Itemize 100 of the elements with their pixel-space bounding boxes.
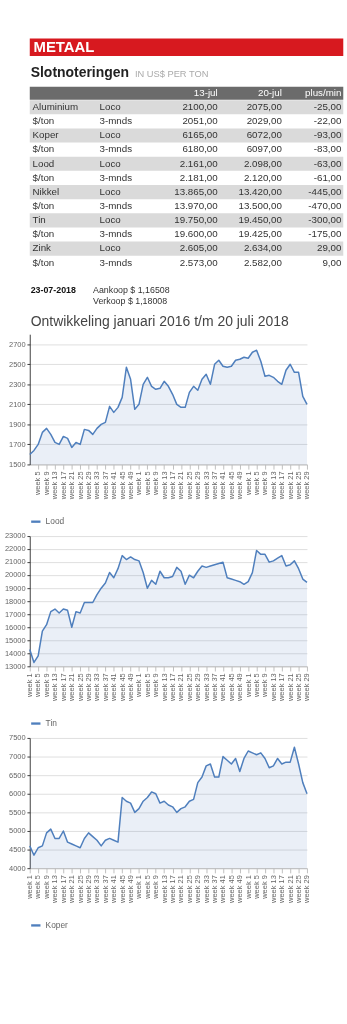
y-tick-label: 6000 bbox=[9, 789, 26, 799]
x-tick-label: week 21 bbox=[67, 673, 77, 703]
x-tick-label: week 5 bbox=[33, 471, 43, 497]
x-tick-label: week 33 bbox=[92, 875, 102, 904]
text: 13.500,00 bbox=[238, 200, 283, 211]
y-tick-label: 15000 bbox=[4, 635, 26, 645]
y-tick-label: 6500 bbox=[9, 770, 26, 780]
text: 13-jul bbox=[193, 87, 218, 99]
x-tick-label: week 45 bbox=[117, 875, 127, 904]
y-tick-label: 2500 bbox=[9, 359, 26, 369]
x-tick-label: week 5 bbox=[251, 673, 261, 698]
x-tick-label: week 1 bbox=[134, 673, 144, 698]
x-tick-label: week 17 bbox=[167, 471, 177, 501]
y-tick-label: 20000 bbox=[4, 570, 26, 580]
text: 3-mnds bbox=[99, 143, 133, 155]
y-tick-label: 23000 bbox=[4, 531, 26, 541]
text: 2.573,00 bbox=[179, 256, 219, 268]
x-tick-label: week 25 bbox=[293, 875, 303, 904]
x-tick-label: week 1 bbox=[25, 875, 35, 900]
y-tick-label: 14000 bbox=[4, 648, 26, 658]
x-tick-label: week 5 bbox=[251, 471, 261, 497]
text: Ontwikkeling januari 2016 t/m 20 juli 2018 bbox=[30, 312, 289, 329]
y-tick-label: 5000 bbox=[9, 826, 26, 836]
text: 2.181,00 bbox=[179, 171, 219, 183]
x-tick-label: week 29 bbox=[302, 875, 312, 904]
x-tick-label: week 9 bbox=[151, 875, 161, 900]
x-tick-label: week 41 bbox=[109, 875, 119, 904]
x-tick-label: week 21 bbox=[176, 673, 186, 703]
text: 3-mnds bbox=[99, 256, 133, 268]
text: 2.605,00 bbox=[179, 242, 219, 254]
x-tick-label: week 45 bbox=[226, 673, 236, 703]
text: $/ton bbox=[32, 171, 55, 183]
x-tick-label: week 37 bbox=[100, 875, 110, 904]
text: plus/min bbox=[305, 87, 342, 99]
x-tick-label: week 21 bbox=[67, 875, 77, 904]
text: 2.582,00 bbox=[243, 256, 283, 268]
y-tick-label: 5500 bbox=[9, 807, 26, 817]
text: -83,00 bbox=[313, 143, 342, 155]
x-tick-label: week 21 bbox=[176, 471, 186, 501]
x-tick-label: week 37 bbox=[100, 673, 110, 703]
x-tick-label: week 13 bbox=[50, 875, 60, 904]
x-tick-label: week 33 bbox=[92, 673, 102, 703]
x-tick-label: week 9 bbox=[260, 875, 270, 900]
text: Aluminium bbox=[32, 101, 79, 113]
x-tick-label: week 41 bbox=[109, 673, 119, 703]
text: 9,00 bbox=[322, 256, 342, 268]
text: 2.098,00 bbox=[243, 157, 283, 169]
text: $/ton bbox=[32, 200, 55, 211]
x-tick-label: week 5 bbox=[142, 471, 152, 497]
x-tick-label: week 49 bbox=[235, 673, 245, 703]
y-tick-label: 7000 bbox=[9, 751, 26, 761]
x-tick-label: week 17 bbox=[277, 875, 287, 904]
x-tick-label: week 9 bbox=[260, 673, 270, 698]
y-tick-label: 19000 bbox=[4, 583, 26, 593]
x-tick-label: week 5 bbox=[33, 673, 43, 698]
x-tick-label: week 25 bbox=[293, 673, 303, 703]
x-tick-label: week 29 bbox=[302, 471, 312, 501]
x-tick-label: week 49 bbox=[235, 875, 245, 904]
x-tick-label: week 9 bbox=[260, 471, 270, 497]
text: 6165,00 bbox=[182, 129, 219, 141]
text: -61,00 bbox=[313, 171, 342, 183]
x-tick-label: week 5 bbox=[251, 875, 261, 900]
text: 23-07-2018 bbox=[30, 285, 76, 296]
text: 29,00 bbox=[317, 242, 342, 254]
x-tick-label: week 37 bbox=[100, 471, 110, 501]
x-tick-label: week 13 bbox=[268, 673, 278, 703]
x-tick-label: week 41 bbox=[218, 471, 228, 501]
x-tick-label: week 49 bbox=[125, 875, 135, 904]
x-tick-label: week 41 bbox=[218, 673, 228, 703]
text: Tin bbox=[32, 214, 46, 226]
text: $/ton bbox=[32, 228, 55, 240]
x-tick-label: week 9 bbox=[41, 875, 51, 900]
x-tick-label: week 37 bbox=[209, 673, 219, 703]
text: 2029,00 bbox=[246, 115, 283, 127]
y-tick-label: 1500 bbox=[9, 459, 26, 469]
x-tick-label: week 21 bbox=[285, 875, 295, 904]
text: 2075,00 bbox=[246, 101, 283, 113]
x-tick-label: week 17 bbox=[167, 875, 177, 904]
y-tick-label: 4500 bbox=[9, 844, 26, 854]
x-tick-label: week 25 bbox=[75, 471, 85, 501]
x-tick-label: week 1 bbox=[243, 673, 253, 698]
y-tick-label: 2300 bbox=[9, 379, 26, 389]
text: Loco bbox=[99, 185, 122, 197]
x-tick-label: week 13 bbox=[268, 471, 278, 501]
y-tick-label: 17000 bbox=[4, 609, 26, 619]
x-tick-label: week 1 bbox=[25, 673, 35, 698]
x-tick-label: week 25 bbox=[75, 875, 85, 904]
text: 3-mnds bbox=[99, 200, 133, 211]
x-tick-label: week 5 bbox=[142, 875, 152, 900]
x-tick-label: week 9 bbox=[151, 673, 161, 698]
x-tick-label: week 17 bbox=[277, 471, 287, 501]
x-tick-label: week 13 bbox=[50, 471, 60, 501]
y-tick-label: 21000 bbox=[4, 557, 26, 567]
x-tick-label: week 41 bbox=[109, 471, 119, 501]
y-tick-label: 4000 bbox=[9, 863, 26, 873]
x-tick-label: week 13 bbox=[159, 875, 169, 904]
x-tick-label: week 25 bbox=[293, 471, 303, 501]
x-tick-label: week 45 bbox=[117, 673, 127, 703]
x-tick-label: week 21 bbox=[285, 673, 295, 703]
text: 2.161,00 bbox=[179, 157, 219, 169]
